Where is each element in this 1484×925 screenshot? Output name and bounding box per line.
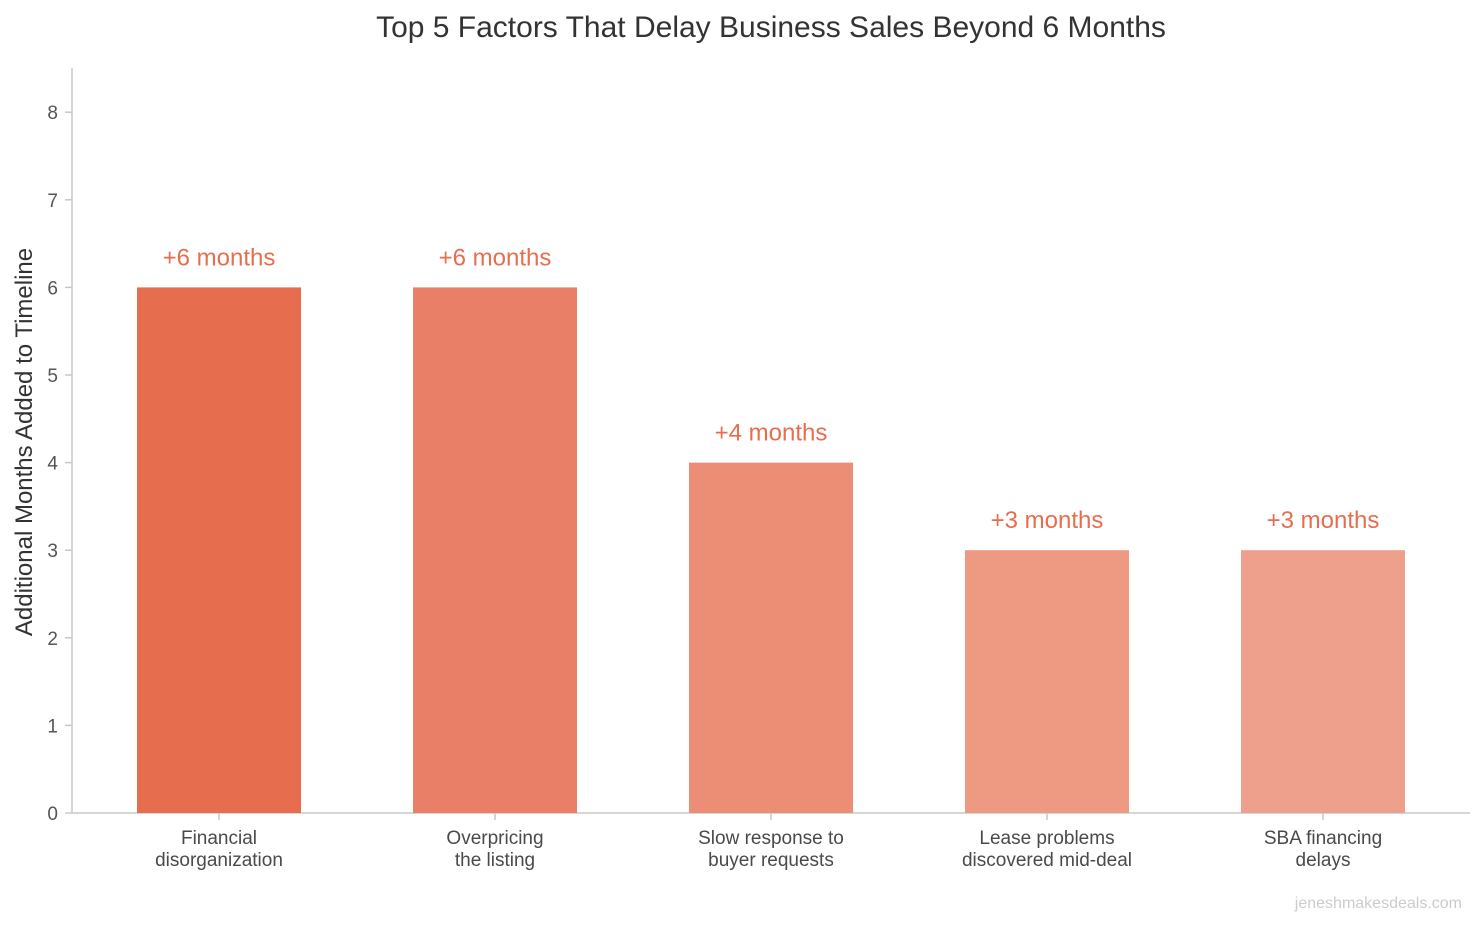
x-tick-label: disorganization xyxy=(155,850,283,871)
x-tick-label: the listing xyxy=(455,850,535,871)
y-axis-label: Additional Months Added to Timeline xyxy=(11,248,38,636)
bar-value-label: +6 months xyxy=(163,244,276,271)
y-tick-label: 6 xyxy=(47,278,58,299)
bar xyxy=(137,287,301,813)
x-tick-label: discovered mid-deal xyxy=(962,850,1132,871)
bar-value-label: +6 months xyxy=(439,244,552,271)
bar xyxy=(413,287,577,813)
y-tick-label: 0 xyxy=(47,804,58,825)
watermark-text: jeneshmakesdeals.com xyxy=(1294,895,1462,912)
x-tick-label: Lease problems xyxy=(979,828,1114,849)
y-tick-label: 8 xyxy=(47,103,58,124)
x-tick-label: buyer requests xyxy=(708,850,834,871)
y-tick-label: 5 xyxy=(47,366,58,387)
y-tick-label: 1 xyxy=(47,716,58,737)
bar-value-label: +3 months xyxy=(1267,507,1380,534)
x-tick-label: Slow response to xyxy=(698,828,844,849)
y-tick-label: 7 xyxy=(47,191,58,212)
bar-value-label: +3 months xyxy=(991,507,1104,534)
y-tick-label: 3 xyxy=(47,541,58,562)
y-tick-label: 2 xyxy=(47,629,58,650)
bars-group: +6 months +6 months +4 months +3 months +3 m… xyxy=(137,244,1405,813)
x-tick-label: Financial xyxy=(181,828,257,849)
bar xyxy=(1241,550,1405,813)
y-tick-label: 4 xyxy=(47,454,58,475)
chart-title: Top 5 Factors That Delay Business Sales … xyxy=(376,11,1166,44)
x-tick-label: SBA financing xyxy=(1264,828,1382,849)
y-axis-ticks: 0 1 2 3 4 5 6 7 8 xyxy=(47,103,72,825)
bar xyxy=(689,462,853,813)
bar xyxy=(965,550,1129,813)
x-tick-label: delays xyxy=(1296,850,1351,871)
bar-value-label: +4 months xyxy=(715,420,828,447)
x-tick-label: Overpricing xyxy=(446,828,543,849)
